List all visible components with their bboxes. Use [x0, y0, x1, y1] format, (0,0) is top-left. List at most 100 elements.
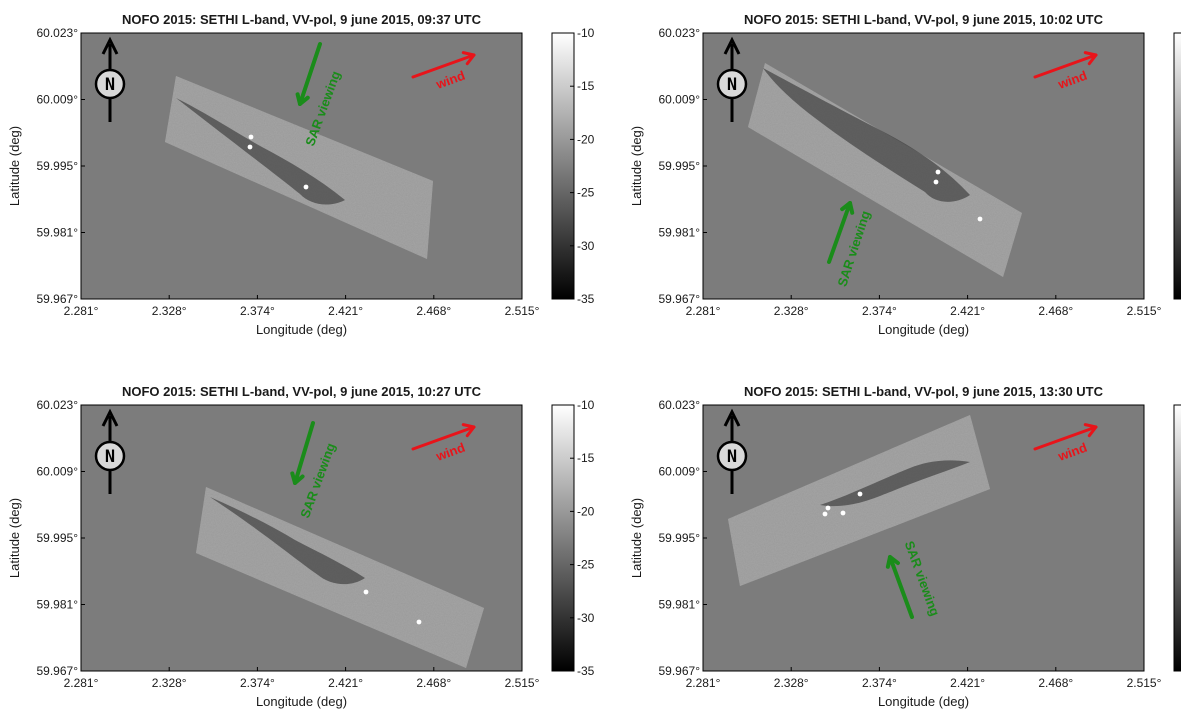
bright-target: [857, 491, 863, 497]
panel-title: NOFO 2015: SETHI L-band, VV-pol, 9 june …: [744, 12, 1104, 27]
y-tick-label: 60.009°: [36, 93, 78, 107]
x-tick-label: 2.468°: [416, 676, 451, 690]
colorbar-tick-label: -20: [577, 132, 595, 146]
bright-target: [247, 144, 253, 150]
bright-target: [416, 619, 422, 625]
sar-viewing-arrow-icon: [885, 555, 914, 619]
x-tick-label: 2.281°: [64, 304, 99, 318]
colorbar-tick-label: -25: [577, 558, 595, 572]
sar-viewing-arrow-icon: [295, 42, 322, 106]
colorbar: [1173, 32, 1181, 300]
y-tick-label: 59.967°: [658, 292, 700, 306]
x-tick-label: 2.374°: [862, 304, 897, 318]
colorbar-tick-label: -35: [577, 292, 595, 306]
panel-title: NOFO 2015: SETHI L-band, VV-pol, 9 june …: [122, 384, 482, 399]
y-tick-label: 59.981°: [36, 226, 78, 240]
bright-target: [933, 179, 939, 185]
bright-target: [303, 184, 309, 190]
wind-arrow-icon-head: [461, 423, 476, 438]
x-tick-label: 2.515°: [1127, 304, 1162, 318]
y-axis-label: Latitude (deg): [629, 126, 644, 206]
sar-panel-2: NOFO 2015: SETHI L-band, VV-pol, 9 june …: [629, 12, 1181, 337]
wind-arrow-icon: [1033, 423, 1098, 451]
sar-viewing-arrow-icon-shaft: [888, 555, 914, 619]
wind-arrow-icon-shaft: [1033, 53, 1098, 79]
y-tick-label: 59.995°: [658, 531, 700, 545]
north-label: N: [105, 75, 115, 95]
oil-slick: [176, 98, 345, 205]
y-tick-label: 60.023°: [36, 26, 78, 40]
x-tick-label: 2.374°: [862, 676, 897, 690]
y-tick-label: 59.995°: [36, 159, 78, 173]
wind-arrow-icon: [411, 51, 476, 79]
oil-slick: [763, 68, 970, 202]
y-tick-label: 60.023°: [36, 398, 78, 412]
x-tick-label: 2.421°: [950, 676, 985, 690]
x-tick-label: 2.515°: [505, 676, 540, 690]
colorbar: [551, 404, 575, 672]
y-axis-label: Latitude (deg): [629, 498, 644, 578]
sar-viewing-arrow-icon-shaft: [293, 421, 315, 485]
x-tick-label: 2.515°: [505, 304, 540, 318]
sar-viewing-arrow-icon-head: [290, 471, 305, 485]
x-tick-label: 2.468°: [416, 304, 451, 318]
north-circle: [94, 440, 126, 472]
x-tick-label: 2.328°: [152, 676, 187, 690]
sar-viewing-arrow-icon: [827, 201, 855, 264]
colorbar-tick-label: -35: [577, 664, 595, 678]
wind-arrow-icon-head: [1083, 51, 1098, 66]
colorbar-tick-label: -25: [577, 186, 595, 200]
colorbar-tick-label: -15: [577, 451, 595, 465]
panel-title: NOFO 2015: SETHI L-band, VV-pol, 9 june …: [744, 384, 1104, 399]
x-tick-label: 2.421°: [950, 304, 985, 318]
x-tick-label: 2.421°: [328, 304, 363, 318]
x-axis-label: Longitude (deg): [878, 694, 969, 709]
y-axis-label: Latitude (deg): [7, 126, 22, 206]
north-arrow-head: [723, 36, 741, 55]
bright-target: [822, 511, 828, 517]
north-arrow-head: [101, 408, 119, 427]
sar-viewing-arrow-icon-shaft: [827, 201, 852, 264]
north-circle: [716, 440, 748, 472]
y-tick-label: 59.995°: [658, 159, 700, 173]
x-tick-label: 2.468°: [1038, 676, 1073, 690]
x-tick-label: 2.515°: [1127, 676, 1162, 690]
x-tick-label: 2.328°: [774, 304, 809, 318]
wind-arrow-icon-shaft: [1033, 425, 1098, 451]
x-tick-label: 2.281°: [686, 676, 721, 690]
bright-target: [840, 510, 846, 516]
x-tick-label: 2.328°: [774, 676, 809, 690]
y-tick-label: 59.967°: [36, 292, 78, 306]
sar-panel-1: NOFO 2015: SETHI L-band, VV-pol, 9 june …: [7, 12, 595, 337]
wind-arrow-icon: [1033, 51, 1098, 79]
wind-arrow-icon-shaft: [411, 53, 476, 79]
y-tick-label: 59.981°: [658, 598, 700, 612]
y-tick-label: 60.023°: [658, 398, 700, 412]
x-axis-label: Longitude (deg): [256, 322, 347, 337]
wind-arrow-icon-head: [1083, 423, 1098, 438]
north-arrow-head: [723, 408, 741, 427]
north-label: N: [105, 447, 115, 467]
x-tick-label: 2.281°: [64, 676, 99, 690]
x-axis-label: Longitude (deg): [256, 694, 347, 709]
colorbar-tick-label: -30: [577, 239, 595, 253]
x-tick-label: 2.374°: [240, 304, 275, 318]
x-tick-label: 2.374°: [240, 676, 275, 690]
y-axis-label: Latitude (deg): [7, 498, 22, 578]
x-tick-label: 2.468°: [1038, 304, 1073, 318]
y-tick-label: 59.981°: [658, 226, 700, 240]
sar-viewing-arrow-icon-head: [885, 555, 900, 569]
north-arrow-icon: N: [716, 36, 748, 122]
x-tick-label: 2.281°: [686, 304, 721, 318]
y-tick-label: 59.981°: [36, 598, 78, 612]
bright-target: [935, 169, 941, 175]
colorbar-tick-label: -10: [577, 26, 595, 40]
wind-arrow-icon-head: [461, 51, 476, 66]
panel-title: NOFO 2015: SETHI L-band, VV-pol, 9 june …: [122, 12, 482, 27]
colorbar-tick-label: -15: [577, 79, 595, 93]
colorbar: [1173, 404, 1181, 672]
north-arrow-icon: N: [94, 36, 126, 122]
wind-arrow-icon-shaft: [411, 425, 476, 451]
x-tick-label: 2.328°: [152, 304, 187, 318]
